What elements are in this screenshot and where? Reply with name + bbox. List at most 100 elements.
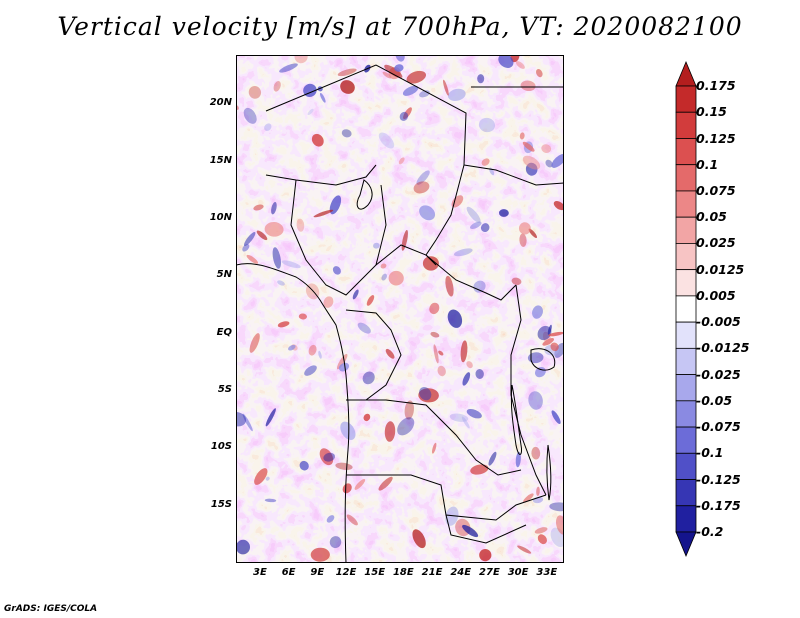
anomaly-cell (319, 448, 334, 466)
colorbar-box (675, 295, 697, 323)
anomaly-cell (520, 80, 536, 92)
border-sudan-southsudan (463, 164, 564, 186)
colorbar-label: -0.0125 (696, 340, 750, 356)
colorbar-label: 0.005 (696, 287, 736, 303)
anomaly-cell (429, 302, 440, 315)
grads-footer: GrADS: IGES/COLA (4, 604, 98, 614)
anomaly-cell (294, 55, 308, 64)
anomaly-cell (480, 223, 490, 233)
colorbar-box (675, 243, 697, 271)
anomaly-cell (313, 209, 334, 218)
field-texture (236, 55, 564, 563)
anomaly-cell (243, 107, 257, 124)
anomaly-cell (341, 129, 352, 138)
anomaly-cell (373, 242, 380, 249)
anomaly-cell (264, 498, 277, 503)
anomaly-cell (519, 132, 525, 140)
anomaly-cell (384, 421, 396, 442)
anomaly-cell (394, 64, 404, 72)
colorbar-box (675, 269, 697, 297)
lat-label: 15S (210, 498, 232, 510)
anomaly-cell (473, 280, 486, 293)
anomaly-cell (329, 536, 342, 549)
lake-tanganyika (510, 384, 522, 455)
colorbar-label: 0.1 (696, 156, 719, 172)
colorbar-box (675, 216, 697, 244)
lon-label: 3E (253, 567, 267, 578)
colorbar-label: 0.025 (696, 235, 736, 251)
anomaly-cell (323, 296, 334, 308)
anomaly-cell (549, 502, 564, 512)
border-libya-chad (265, 64, 467, 166)
anomaly-cell (537, 534, 547, 545)
velocity-field-map (236, 55, 564, 563)
anomaly-cell (542, 338, 555, 346)
anomaly-cell (265, 408, 276, 427)
anomaly-cell (437, 365, 446, 377)
border-zambia-south (445, 514, 527, 544)
anomaly-cell (481, 158, 490, 166)
anomaly-cell (402, 85, 419, 96)
lake-victoria (530, 348, 556, 371)
anomaly-cell (551, 153, 564, 168)
colorbar-box (675, 452, 697, 480)
field-anomalies (236, 55, 564, 562)
colorbar-top-arrow (675, 60, 697, 87)
lat-label: 15N (209, 154, 232, 166)
anomaly-cell (308, 344, 317, 356)
anomaly-cell (451, 195, 464, 208)
anomaly-cell (470, 464, 489, 475)
anomaly-cell (337, 68, 357, 77)
anomaly-cell (511, 277, 522, 285)
anomaly-cell (499, 209, 509, 217)
lon-label: 6E (281, 567, 296, 578)
anomaly-cell (406, 70, 427, 84)
colorbar-box (675, 400, 697, 428)
colorbar-label: 0.05 (696, 209, 727, 225)
anomaly-cell (254, 468, 268, 485)
anomaly-cell (498, 55, 514, 68)
anomaly-cell (366, 295, 375, 306)
anomaly-cell (329, 195, 342, 215)
country-borders (236, 64, 564, 563)
anomaly-cell (265, 476, 270, 481)
colorbar-box (675, 164, 697, 192)
anomaly-cell (477, 74, 485, 84)
anomaly-cell (342, 483, 352, 494)
anomaly-cell (264, 123, 272, 131)
anomaly-cell (236, 412, 247, 427)
colorbar-box (675, 479, 697, 507)
anomaly-cell (449, 413, 469, 422)
anomaly-cell (416, 170, 430, 185)
colorbar-box (675, 85, 697, 113)
anomaly-cell (541, 144, 552, 153)
anomaly-cell (340, 80, 355, 94)
anomaly-cell (517, 545, 532, 554)
colorbar-box (675, 190, 697, 218)
anomaly-cell (404, 400, 414, 420)
anomaly-cell (310, 547, 330, 562)
anomaly-cell (523, 493, 534, 503)
lat-label: 10N (209, 211, 232, 223)
colorbar-label: 0.15 (696, 104, 727, 120)
anomaly-cell (532, 305, 543, 319)
border-drc-south (346, 399, 522, 476)
colorbar-box (675, 505, 697, 533)
lat-label: 5S (217, 383, 232, 395)
anomaly-cell (461, 416, 470, 429)
lon-label: 27E (479, 567, 500, 578)
anomaly-cell (534, 527, 548, 534)
anomaly-cell (248, 86, 262, 99)
anomaly-cell (388, 270, 404, 286)
lat-label: 10S (210, 441, 232, 453)
anomaly-cell (430, 331, 440, 338)
colorbar-label: -0.005 (696, 314, 741, 330)
anomaly-cell (264, 221, 284, 237)
anomaly-cell (528, 391, 543, 410)
anomaly-cell (398, 157, 405, 165)
lon-label: 21E (421, 567, 443, 578)
border-nigeria-cameroon (290, 179, 387, 296)
anomaly-cell (432, 442, 437, 454)
anomaly-cell (462, 372, 471, 386)
anomaly-cell (419, 386, 432, 401)
